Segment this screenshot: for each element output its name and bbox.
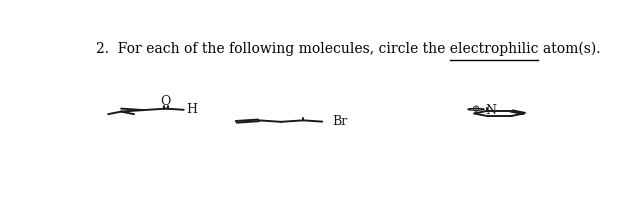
- Text: N: N: [485, 104, 496, 118]
- Text: ⊕: ⊕: [472, 105, 480, 114]
- Text: H: H: [186, 103, 197, 116]
- Text: Br: Br: [333, 115, 348, 128]
- Text: 2.  For each of the following molecules, circle the electrophilic atom(s).: 2. For each of the following molecules, …: [96, 41, 600, 56]
- Text: O: O: [161, 95, 171, 107]
